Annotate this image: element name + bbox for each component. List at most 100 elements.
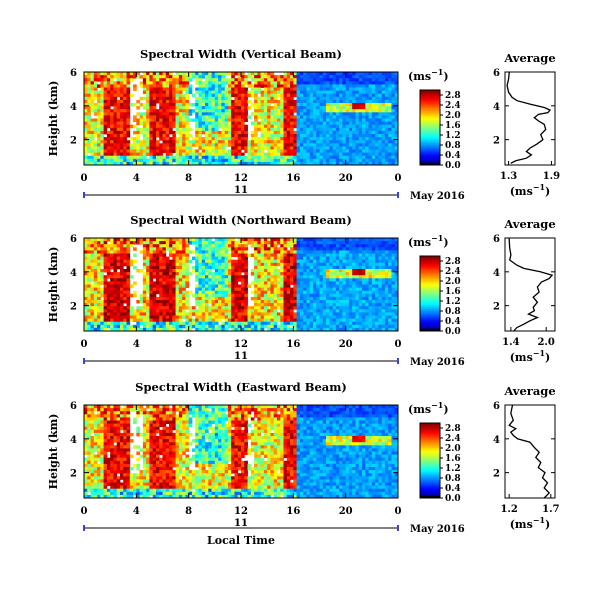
heatmap-cell [355, 125, 359, 129]
heatmap-cell [274, 297, 278, 301]
heatmap-cell [369, 109, 373, 113]
heatmap-cell [104, 254, 108, 258]
heatmap-cell [306, 72, 310, 76]
heatmap-cell [163, 285, 167, 289]
heatmap-cell [234, 285, 238, 289]
heatmap-cell [153, 266, 157, 270]
heatmap-cell [120, 125, 124, 129]
heatmap-cell [244, 300, 248, 304]
heatmap-cell [91, 306, 95, 310]
heatmap-cell [176, 303, 180, 307]
heatmap-cell [333, 272, 337, 276]
heatmap-cell [375, 75, 379, 79]
heatmap-cell [215, 125, 219, 129]
heatmap-cell [359, 115, 363, 119]
heatmap-cell [310, 150, 314, 154]
heatmap-cell [316, 275, 320, 279]
heatmap-cell [182, 238, 186, 242]
heatmap-cell [329, 125, 333, 129]
heatmap-cell [234, 316, 238, 320]
heatmap-cell [300, 319, 304, 323]
heatmap-cell [140, 297, 144, 301]
heatmap-cell [355, 150, 359, 154]
heatmap-cell [120, 140, 124, 144]
heatmap-cell [110, 278, 114, 282]
heatmap-cell [218, 140, 222, 144]
heatmap-cell [192, 319, 196, 323]
heatmap-cell [287, 244, 291, 248]
heatmap-cell [270, 100, 274, 104]
heatmap-cell [94, 103, 98, 107]
heatmap-cell [225, 322, 229, 326]
heatmap-cell [198, 128, 202, 132]
heatmap-cell [225, 153, 229, 157]
heatmap-cell [159, 312, 163, 316]
heatmap-cell [333, 254, 337, 258]
heatmap-cell [280, 134, 284, 138]
heatmap-cell [149, 134, 153, 138]
heatmap-cell [372, 94, 376, 98]
heatmap-cell [182, 134, 186, 138]
heatmap-cell [362, 131, 366, 135]
heatmap-cell [316, 306, 320, 310]
heatmap-cell [290, 131, 294, 135]
heatmap-cell [218, 156, 222, 160]
heatmap-cell [293, 322, 297, 326]
heatmap-cell [198, 140, 202, 144]
heatmap-cell [287, 257, 291, 261]
heatmap-cell [257, 263, 261, 267]
heatmap-cell [385, 88, 389, 92]
heatmap-cell [326, 78, 330, 82]
heatmap-cell [136, 269, 140, 273]
heatmap-cell [104, 88, 108, 92]
heatmap-cell [94, 91, 98, 95]
heatmap-cell [274, 112, 278, 116]
heatmap-cell [110, 319, 114, 323]
heatmap-cell [349, 75, 353, 79]
heatmap-cell [277, 238, 281, 242]
heatmap-cell [287, 91, 291, 95]
heatmap-cell [179, 300, 183, 304]
heatmap-cell [267, 266, 271, 270]
heatmap-cell [110, 72, 114, 76]
heatmap-cell [238, 100, 242, 104]
heatmap-cell [225, 303, 229, 307]
heatmap-cell [87, 150, 91, 154]
heatmap-cell [100, 153, 104, 157]
heatmap-cell [329, 94, 333, 98]
heatmap-cell [97, 137, 101, 141]
heatmap-cell [329, 322, 333, 326]
heatmap-cell [172, 112, 176, 116]
heatmap-cell [310, 153, 314, 157]
heatmap-cell [192, 250, 196, 254]
heatmap-cell [280, 125, 284, 129]
heatmap-cell [87, 241, 91, 245]
heatmap-cell [110, 247, 114, 251]
heatmap-cell [94, 281, 98, 285]
heatmap-cell [97, 156, 101, 160]
heatmap-cell [339, 159, 343, 163]
heatmap-cell [234, 250, 238, 254]
heatmap-cell [205, 137, 209, 141]
heatmap-cell [365, 88, 369, 92]
heatmap-cell [117, 91, 121, 95]
heatmap-cell [166, 275, 170, 279]
heatmap-cell [277, 91, 281, 95]
heatmap-cell [293, 238, 297, 242]
heatmap-cell [382, 84, 386, 88]
heatmap-cell [107, 316, 111, 320]
heatmap-cell [123, 238, 127, 242]
heatmap-cell [320, 125, 324, 129]
heatmap-cell [215, 119, 219, 123]
heatmap-cell [120, 94, 124, 98]
heatmap-cell [143, 131, 147, 135]
heatmap-cell [339, 91, 343, 95]
heatmap-cell [349, 100, 353, 104]
heatmap-cell [320, 250, 324, 254]
heatmap-cell [163, 94, 167, 98]
heatmap-cell [362, 143, 366, 147]
heatmap-cell [297, 319, 301, 323]
heatmap-cell [254, 316, 258, 320]
heatmap-cell [306, 75, 310, 79]
heatmap-cell [113, 84, 117, 88]
